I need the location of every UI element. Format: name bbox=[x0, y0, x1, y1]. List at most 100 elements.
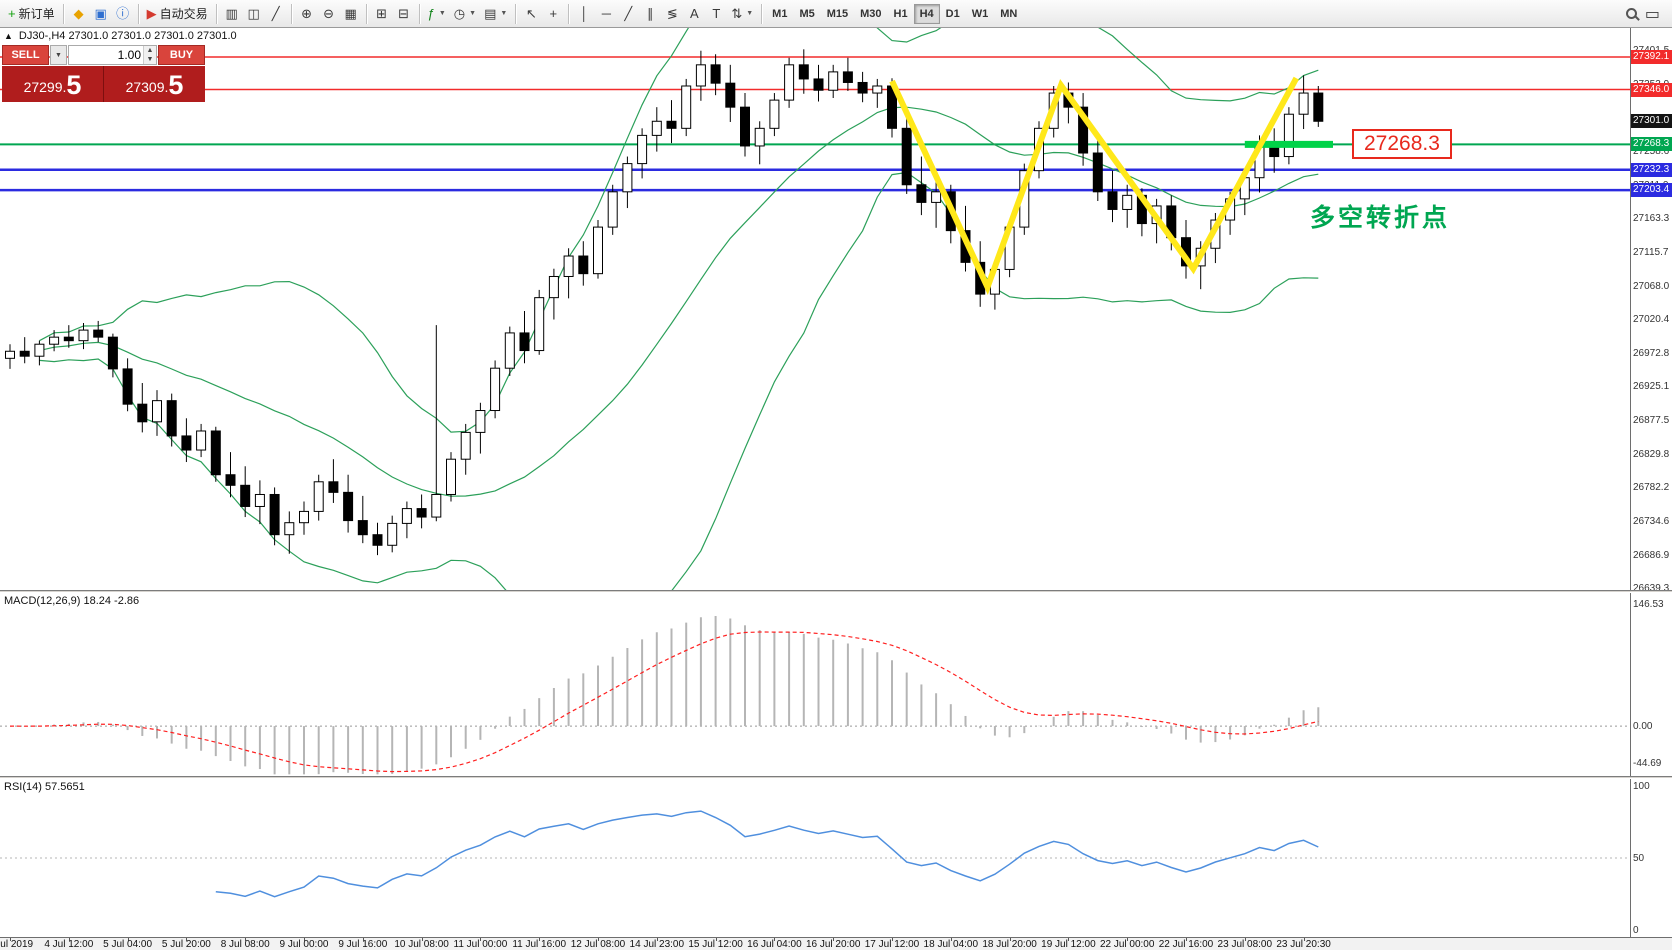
periods-icon: ◷ bbox=[453, 6, 466, 21]
arrows-icon: ⇅ bbox=[731, 6, 743, 21]
time-label: 16 Jul 20:00 bbox=[805, 939, 861, 950]
candlestick-chart-button[interactable]: ◫ bbox=[243, 3, 265, 25]
volume-up-icon[interactable]: ▲ bbox=[144, 46, 156, 55]
time-tick bbox=[304, 938, 305, 941]
timeframe-h1[interactable]: H1 bbox=[893, 7, 908, 20]
price-level-box: 27232.3 bbox=[1631, 162, 1672, 177]
chevron-down-icon: ▼ bbox=[746, 10, 754, 17]
time-label: 10 Jul 08:00 bbox=[394, 939, 449, 950]
timeframe-mn[interactable]: MN bbox=[1000, 7, 1018, 20]
chart-window: 27401.527353.927306.227258.627211.027163… bbox=[0, 28, 1672, 950]
window-icon[interactable]: ▭ bbox=[1644, 5, 1660, 23]
trendline-button[interactable]: ╱ bbox=[617, 3, 639, 25]
indicators-icon: ƒ bbox=[427, 6, 435, 21]
timeframe-m15[interactable]: M15 bbox=[826, 7, 849, 20]
zoom-out-button[interactable]: ⊖ bbox=[318, 3, 340, 25]
community-icon[interactable]: ⓘ bbox=[112, 3, 134, 25]
symbol-ohlc-text: DJ30-,H4 27301.0 27301.0 27301.0 27301.0 bbox=[18, 30, 237, 42]
price-tick-label: 26829.8 bbox=[1633, 448, 1670, 460]
toolbar-separator bbox=[137, 3, 139, 24]
arrows-button[interactable]: ⇅ ▼ bbox=[727, 3, 757, 25]
zigzag-annotation bbox=[889, 76, 1299, 295]
fibonacci-button[interactable]: ≶ bbox=[661, 3, 683, 25]
time-tick bbox=[421, 938, 423, 941]
symbol-info-line: ▲ DJ30-,H4 27301.0 27301.0 27301.0 27301… bbox=[4, 30, 237, 42]
price-level-box: 27301.0 bbox=[1631, 114, 1672, 129]
volume-down-icon[interactable]: ▼ bbox=[144, 55, 156, 64]
time-tick bbox=[1127, 938, 1129, 941]
chart-canvas[interactable] bbox=[0, 28, 1630, 950]
order-type-dropdown[interactable]: ▼ bbox=[50, 45, 67, 65]
rsi-tick-label: 100 bbox=[1633, 781, 1650, 793]
fibonacci-icon: ≶ bbox=[666, 6, 678, 21]
time-tick bbox=[1186, 938, 1187, 941]
time-tick bbox=[950, 938, 952, 941]
crosshair-button[interactable]: + bbox=[542, 3, 564, 25]
vertical-line-button[interactable]: │ bbox=[573, 3, 595, 25]
time-label: 5 Jul 04:00 bbox=[103, 939, 153, 950]
bar-chart-button[interactable]: ▥ bbox=[221, 3, 243, 25]
time-label: 17 Jul 12:00 bbox=[864, 939, 920, 950]
new-order-button-label: 新订单 bbox=[18, 7, 55, 21]
tile-windows-button[interactable]: ⊞ bbox=[371, 3, 393, 25]
autotrading-button[interactable]: ▶ 自动交易 bbox=[143, 3, 212, 25]
time-tick bbox=[1009, 938, 1011, 941]
zoom-in-button[interactable]: ⊕ bbox=[296, 3, 318, 25]
rsi-panel bbox=[0, 810, 1630, 898]
indicators-button[interactable]: ƒ ▼ bbox=[424, 3, 450, 25]
price-tick-label: 27115.7 bbox=[1633, 247, 1669, 258]
sell-button[interactable]: SELL bbox=[2, 45, 49, 65]
line-chart-button[interactable]: ╱ bbox=[265, 3, 287, 25]
grid-icon: ▦ bbox=[344, 6, 357, 21]
grid-button[interactable]: ▦ bbox=[340, 3, 362, 25]
text-icon: A bbox=[689, 6, 699, 21]
time-axis: 3 Jul 2019 4 Jul 12:00 5 Jul 04:00 5 Jul 20… bbox=[0, 937, 1672, 950]
timeframe-m5[interactable]: M5 bbox=[799, 7, 815, 20]
toolbar-separator bbox=[515, 3, 517, 24]
price-small-digits: 27299. bbox=[23, 79, 67, 95]
turning-point-annotation[interactable]: 多空转折点 bbox=[1310, 204, 1451, 232]
search-icon[interactable] bbox=[1625, 8, 1637, 19]
periods-button[interactable]: ◷ ▼ bbox=[450, 3, 480, 25]
trade-panel-toggle-icon[interactable]: ▲ bbox=[4, 31, 13, 41]
time-tick bbox=[598, 938, 599, 941]
zoom-out-icon: ⊖ bbox=[323, 6, 335, 21]
new-order-button[interactable]: + 新订单 bbox=[4, 3, 59, 25]
timeframe-m1[interactable]: M1 bbox=[772, 7, 788, 20]
timeframe-h4[interactable]: H4 bbox=[913, 3, 940, 24]
time-tick bbox=[1303, 938, 1305, 941]
cursor-button[interactable]: ↖ bbox=[520, 3, 542, 25]
panel-separator[interactable] bbox=[0, 776, 1672, 779]
macd-tick-label: 0.00 bbox=[1633, 721, 1653, 733]
timeframe-m30[interactable]: M30 bbox=[860, 7, 882, 20]
time-tick bbox=[892, 938, 893, 941]
time-label: 5 Jul 20:00 bbox=[161, 939, 211, 950]
time-label: 22 Jul 16:00 bbox=[1158, 939, 1214, 950]
charts-window-icon[interactable]: ▣ bbox=[90, 3, 112, 25]
channel-button[interactable]: ∥ bbox=[639, 3, 661, 25]
time-label: 12 Jul 08:00 bbox=[570, 939, 626, 950]
timeframe-w1[interactable]: W1 bbox=[971, 7, 989, 20]
time-label: 9 Jul 00:00 bbox=[279, 939, 329, 950]
timeframe-d1[interactable]: D1 bbox=[945, 7, 960, 20]
metaquotes-icon-icon: ◆ bbox=[73, 6, 84, 21]
ask-price[interactable]: 27309. 5 bbox=[104, 66, 205, 102]
volume-input[interactable] bbox=[69, 46, 143, 64]
bid-price[interactable]: 27299. 5 bbox=[2, 66, 103, 102]
horizontal-line-button[interactable]: ─ bbox=[595, 3, 617, 25]
price-tick-label: 26686.9 bbox=[1633, 549, 1670, 561]
templates-button[interactable]: ▤ ▼ bbox=[480, 3, 511, 25]
toolbar: + 新订单 ◆ ▣ ⓘ ▶ 自动交易 ▥ ◫ ╱ ⊕ ⊖ ▦ ⊞ ⊟ ƒ ▼ ◷ ▼ ▤ ▼ ↖ + │ ─ ╱ ∥ ≶ A T ⇅ ▼ M1 M… bbox=[0, 0, 1672, 28]
price-annotation-label[interactable]: 27268.3 bbox=[1352, 129, 1452, 159]
time-label: 18 Jul 20:00 bbox=[982, 939, 1037, 950]
macd-tick-label: -44.69 bbox=[1633, 758, 1662, 770]
buy-button[interactable]: BUY bbox=[158, 45, 205, 65]
metaquotes-icon[interactable]: ◆ bbox=[68, 3, 90, 25]
toolbar-separator bbox=[365, 3, 367, 24]
text-button[interactable]: A bbox=[683, 3, 705, 25]
label-button[interactable]: T bbox=[705, 3, 727, 25]
time-label: 19 Jul 12:00 bbox=[1041, 939, 1096, 950]
cascade-windows-button[interactable]: ⊟ bbox=[393, 3, 415, 25]
crosshair-icon: + bbox=[549, 6, 558, 21]
panel-separator[interactable] bbox=[0, 590, 1672, 593]
